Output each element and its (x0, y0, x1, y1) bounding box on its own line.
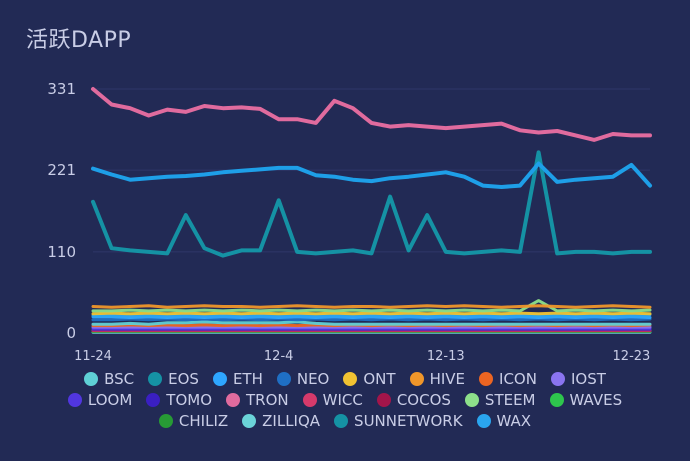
legend-item-cocos[interactable]: COCOS (376, 391, 451, 409)
legend-swatch (226, 393, 240, 407)
legend-item-wax[interactable]: WAX (476, 412, 532, 430)
series-line-steem (91, 299, 652, 313)
legend-swatch (84, 372, 99, 386)
legend-label: EOS (168, 370, 199, 388)
legend-item-zilliqa[interactable]: ZILLIQA (242, 412, 320, 430)
x-tick-label: 12-4 (264, 349, 294, 364)
legend-label: LOOM (87, 391, 133, 409)
legend-row: CHILIZ ZILLIQA SUNNETWORK WAX (158, 412, 532, 430)
legend: BSC EOS ETH NEO ONT HIVE ICON IOST LOOM TOMO TRON W… (0, 370, 690, 430)
chart-title: 活跃DAPP (26, 28, 132, 53)
x-tick-label: 12-13 (427, 349, 465, 364)
legend-item-ont[interactable]: ONT (343, 370, 396, 388)
legend-swatch (409, 372, 424, 386)
legend-row: LOOM TOMO TRON WICC COCOS STEEM WAVES (67, 391, 623, 409)
legend-swatch (549, 393, 564, 407)
legend-swatch (550, 372, 565, 386)
legend-swatch (67, 393, 82, 407)
legend-swatch (146, 393, 161, 407)
legend-label: COCOS (396, 391, 451, 409)
legend-label: HIVE (429, 370, 466, 388)
legend-swatch (464, 393, 479, 407)
legend-label: ICON (499, 370, 537, 388)
series-line-hive (91, 304, 652, 309)
legend-swatch (242, 414, 257, 428)
series-line-eos (91, 161, 652, 189)
legend-swatch (148, 372, 163, 386)
legend-label: STEEM (484, 391, 536, 409)
legend-item-loom[interactable]: LOOM (67, 391, 133, 409)
legend-label: NEO (296, 370, 330, 388)
legend-swatch (476, 414, 491, 428)
y-tick-label: 0 (66, 324, 76, 342)
y-tick-label: 110 (47, 243, 76, 261)
legend-swatch (343, 372, 358, 386)
series-line-eth (91, 315, 652, 319)
y-tick-label: 331 (47, 80, 76, 98)
x-tick-label: 12-23 (613, 349, 651, 364)
series-line-tron (91, 87, 652, 142)
legend-label: ONT (363, 370, 396, 388)
legend-item-sunnetwork[interactable]: SUNNETWORK (334, 412, 463, 430)
legend-item-icon[interactable]: ICON (479, 370, 537, 388)
series-line-bsc (91, 320, 652, 326)
legend-label: WAX (496, 412, 532, 430)
legend-label: TRON (246, 391, 289, 409)
legend-label: BSC (104, 370, 135, 388)
legend-item-steem[interactable]: STEEM (464, 391, 536, 409)
legend-swatch (376, 393, 391, 407)
legend-swatch (302, 393, 317, 407)
series-line-wax (91, 313, 652, 317)
series-line-ont (91, 311, 652, 316)
legend-item-eth[interactable]: ETH (212, 370, 263, 388)
x-tick-label: 11-24 (74, 349, 112, 364)
legend-swatch (158, 414, 173, 428)
legend-label: TOMO (166, 391, 212, 409)
legend-label: ZILLIQA (262, 412, 321, 430)
legend-item-chiliz[interactable]: CHILIZ (158, 412, 229, 430)
legend-label: SUNNETWORK (354, 412, 463, 430)
legend-label: WAVES (569, 391, 623, 409)
legend-swatch (334, 414, 349, 428)
legend-item-bsc[interactable]: BSC (84, 370, 134, 388)
series-line-sunnetwork (91, 150, 652, 258)
y-tick-label: 221 (47, 161, 76, 179)
series-line-neo (91, 317, 652, 322)
legend-item-iost[interactable]: IOST (550, 370, 606, 388)
legend-item-tomo[interactable]: TOMO (146, 391, 212, 409)
legend-swatch (479, 372, 494, 386)
legend-label: WICC (322, 391, 363, 409)
legend-label: ETH (232, 370, 263, 388)
legend-item-neo[interactable]: NEO (276, 370, 330, 388)
legend-swatch (276, 372, 291, 386)
legend-swatch (212, 372, 227, 386)
legend-item-eos[interactable]: EOS (148, 370, 199, 388)
legend-item-wicc[interactable]: WICC (302, 391, 363, 409)
legend-label: CHILIZ (178, 412, 229, 430)
legend-item-hive[interactable]: HIVE (409, 370, 466, 388)
legend-row: BSC EOS ETH NEO ONT HIVE ICON IOST (84, 370, 606, 388)
legend-item-waves[interactable]: WAVES (549, 391, 623, 409)
legend-label: IOST (570, 370, 606, 388)
legend-item-tron[interactable]: TRON (226, 391, 289, 409)
